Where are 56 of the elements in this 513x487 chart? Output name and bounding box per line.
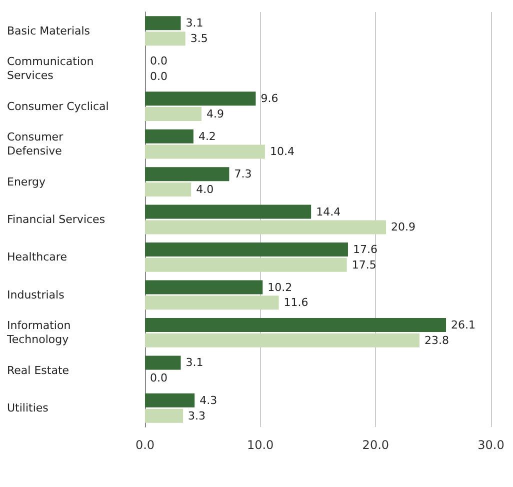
y-tick-label: Communication Services: [7, 55, 98, 82]
data-label: 4.3: [200, 394, 218, 407]
y-tick-label: Industrials: [7, 288, 65, 302]
bar: [145, 333, 420, 348]
y-tick-label: Consumer Defensive: [7, 130, 67, 158]
bar: [145, 242, 348, 257]
data-label: 0.0: [150, 70, 168, 83]
data-label: 3.5: [190, 32, 208, 46]
y-tick-label: Information Technology: [6, 319, 74, 346]
bar: [145, 258, 347, 272]
x-tick-label: 30.0: [478, 438, 504, 452]
data-label: 10.2: [268, 280, 292, 294]
bar: [145, 393, 195, 408]
data-label: 11.6: [284, 296, 308, 310]
y-tick-label: Consumer Cyclical: [7, 100, 109, 113]
data-label: 3.1: [186, 356, 204, 370]
data-label: 23.8: [424, 334, 449, 347]
bar: [145, 129, 194, 144]
bar: [145, 32, 186, 46]
data-label: 4.0: [196, 182, 214, 196]
y-tick-label: Utilities: [7, 402, 49, 415]
bar: [145, 167, 230, 182]
bar: [145, 280, 263, 294]
bar: [145, 356, 181, 370]
bar: [145, 408, 184, 423]
y-tick-label: Real Estate: [7, 364, 70, 377]
bar: [145, 16, 181, 30]
data-label: 10.4: [270, 145, 294, 158]
x-tick-label: 0.0: [135, 438, 155, 452]
bar: [145, 204, 312, 219]
data-label: 17.5: [352, 258, 376, 272]
data-label: 4.2: [198, 130, 216, 143]
bar: [145, 318, 446, 332]
data-label: 0.0: [150, 54, 168, 68]
bar: [145, 182, 192, 196]
bar: [145, 92, 256, 106]
data-label: 17.6: [352, 243, 378, 256]
x-tick-label: 10.0: [246, 438, 274, 452]
data-label: 26.1: [451, 318, 476, 332]
bar: [145, 220, 386, 234]
y-tick-label: Financial Services: [7, 213, 106, 226]
data-label: 20.9: [391, 220, 416, 234]
x-tick-label: 20.0: [362, 438, 390, 452]
y-tick-label: Basic Materials: [7, 24, 90, 38]
bar: [145, 144, 265, 159]
y-tick-label: Healthcare: [7, 250, 68, 264]
data-label: 7.3: [234, 168, 252, 181]
data-label: 14.4: [316, 205, 341, 218]
data-label: 3.1: [186, 16, 204, 30]
data-label: 9.6: [260, 92, 278, 106]
data-label: 3.3: [188, 409, 206, 422]
y-tick-label: Energy: [7, 175, 46, 188]
bar: [145, 107, 202, 122]
bar: [145, 296, 279, 310]
data-label: 0.0: [150, 372, 168, 385]
data-label: 4.9: [206, 108, 224, 121]
